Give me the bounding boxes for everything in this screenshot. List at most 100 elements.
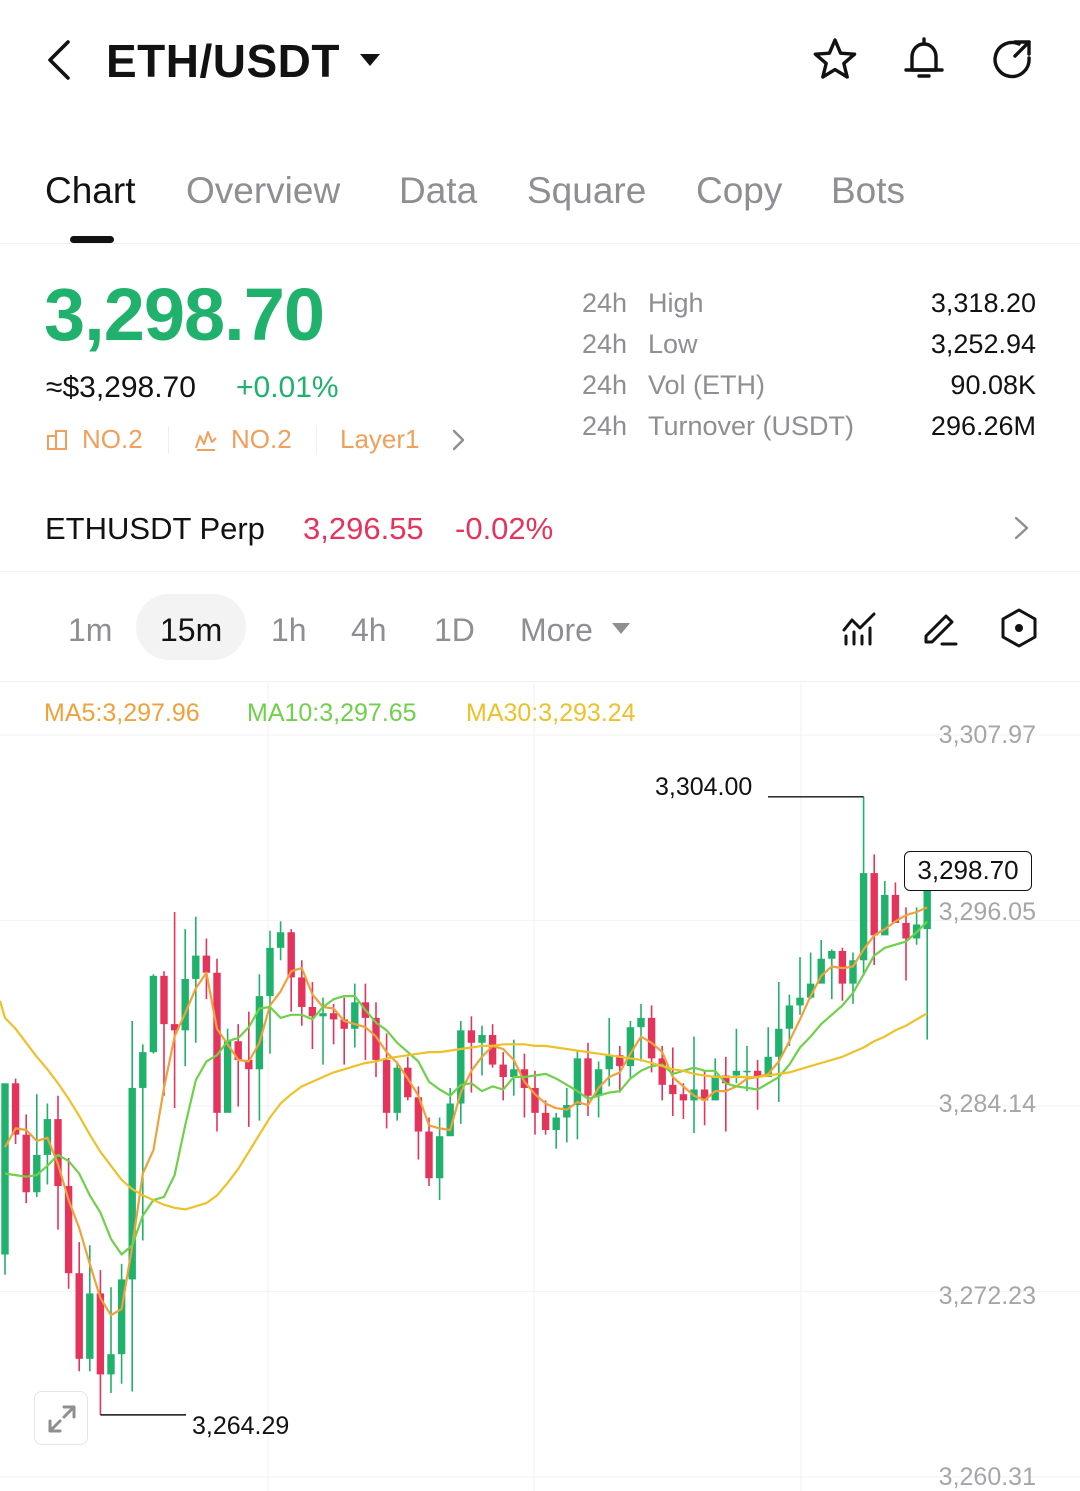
candlestick-chart[interactable]: MA5:3,297.96 MA10:3,297.65 MA30:3,293.24… — [0, 683, 1080, 1491]
candle-body — [117, 1279, 126, 1355]
candle-body — [785, 1005, 794, 1029]
candle-body — [234, 1041, 242, 1060]
candle-body — [425, 1131, 433, 1179]
interval-1m[interactable]: 1m — [68, 612, 113, 648]
trending-rank[interactable]: NO.2 — [231, 424, 292, 454]
candle-body — [128, 1087, 136, 1280]
candle-body — [75, 1273, 83, 1359]
interval-more[interactable]: More — [520, 612, 593, 648]
candle-body — [605, 1055, 613, 1070]
candle-body — [669, 1084, 677, 1095]
tag-divider — [168, 426, 169, 454]
y-axis-label: 3,260.31 — [938, 1463, 1036, 1491]
candle-body — [86, 1293, 94, 1359]
candle-body — [520, 1069, 529, 1088]
last-price: 3,298.70 — [44, 273, 325, 356]
fullscreen-button[interactable] — [34, 1391, 88, 1445]
candle-body — [647, 1017, 656, 1059]
stat-high: 24h High 3,318.20 — [582, 284, 1038, 322]
low-price-label: 3,264.29 — [192, 1412, 290, 1440]
candle-body — [202, 955, 211, 973]
ma10-legend: MA10:3,297.65 — [247, 699, 417, 727]
candle-body — [732, 1070, 741, 1076]
candle-body — [891, 894, 900, 923]
candle-body — [552, 1117, 560, 1130]
candle-body — [170, 1024, 179, 1031]
market-cap-rank[interactable]: NO.2 — [82, 424, 143, 454]
y-axis-label: 3,272.23 — [938, 1282, 1036, 1310]
candle-body — [287, 932, 295, 978]
candle-body — [796, 997, 804, 1006]
y-axis-label: 3,284.14 — [938, 1090, 1036, 1118]
tab-copy[interactable]: Copy — [696, 170, 783, 211]
interval-1d[interactable]: 1D — [434, 612, 475, 648]
candle-body — [743, 1070, 751, 1073]
star-icon[interactable] — [811, 36, 859, 84]
interval-active-pill — [136, 594, 246, 660]
perp-price: 3,296.55 — [303, 511, 424, 546]
ma10-line — [4, 920, 928, 1256]
bell-icon[interactable] — [900, 36, 948, 84]
caret-down-icon[interactable] — [358, 50, 382, 70]
candle-body — [775, 1028, 783, 1057]
top-bar: ETH/USDT — [0, 0, 1080, 120]
tab-square[interactable]: Square — [527, 170, 647, 211]
active-tab-indicator — [70, 236, 114, 243]
candle-body — [33, 1154, 41, 1193]
tab-overview[interactable]: Overview — [186, 170, 341, 211]
stat-turnover: 24h Turnover (USDT) 296.26M — [582, 407, 1038, 445]
trending-icon — [195, 431, 217, 451]
market-cap-icon — [47, 430, 67, 450]
interval-15m[interactable]: 15m — [160, 612, 223, 648]
tab-bar: Chart Overview Data Square Copy Bots — [0, 160, 1080, 244]
candle-body — [435, 1136, 444, 1179]
stat-prefix: 24h — [582, 288, 628, 318]
chart-canvas[interactable] — [0, 683, 1080, 1491]
candle-body — [658, 1058, 666, 1085]
chevron-right-icon[interactable] — [448, 428, 468, 452]
candle-body — [255, 996, 264, 1070]
tab-data[interactable]: Data — [399, 170, 478, 211]
candle-body — [223, 1041, 232, 1113]
caret-down-icon[interactable] — [611, 621, 631, 637]
tab-bots[interactable]: Bots — [831, 170, 906, 211]
candle-body — [276, 932, 285, 948]
candle-body — [573, 1058, 582, 1106]
stat-label: High — [648, 288, 704, 318]
candle-body — [679, 1094, 688, 1101]
indicators-icon[interactable] — [838, 606, 882, 650]
stat-prefix: 24h — [582, 329, 628, 359]
candle-body — [393, 1067, 401, 1113]
ma30-legend: MA30:3,293.24 — [466, 699, 636, 727]
candle-body — [711, 1075, 719, 1101]
candle-body — [245, 1059, 253, 1070]
interval-1h[interactable]: 1h — [271, 612, 307, 648]
stat-label: Low — [648, 329, 698, 359]
candle-body — [563, 1105, 571, 1118]
candle-body — [1, 1083, 9, 1255]
interval-4h[interactable]: 4h — [351, 612, 387, 648]
candle-body — [404, 1067, 412, 1098]
candle-body — [828, 950, 836, 959]
candle-body — [637, 1017, 645, 1028]
candle-body — [351, 1002, 359, 1029]
tab-chart[interactable]: Chart — [45, 170, 136, 211]
candle-body — [213, 972, 221, 1113]
candle-body — [488, 1035, 497, 1065]
draw-pencil-icon[interactable] — [918, 606, 962, 650]
candle-body — [181, 978, 189, 1031]
stat-prefix: 24h — [582, 411, 628, 441]
candle-body — [626, 1027, 635, 1067]
candle-body — [329, 1013, 338, 1020]
stat-label: Turnover (USDT) — [648, 411, 855, 441]
settings-hexagon-icon[interactable] — [997, 606, 1041, 650]
chevron-right-icon[interactable] — [1010, 510, 1034, 546]
stat-volume: 24h Vol (ETH) 90.08K — [582, 366, 1038, 404]
candle-body — [372, 1017, 380, 1060]
back-arrow-icon[interactable] — [40, 36, 80, 84]
y-axis-label: 3,296.05 — [938, 898, 1036, 926]
share-icon[interactable] — [989, 36, 1037, 84]
pair-title[interactable]: ETH/USDT — [106, 35, 340, 87]
category-tag[interactable]: Layer1 — [340, 424, 420, 454]
perp-link-row[interactable]: ETHUSDT Perp 3,296.55 -0.02% — [0, 492, 1080, 572]
